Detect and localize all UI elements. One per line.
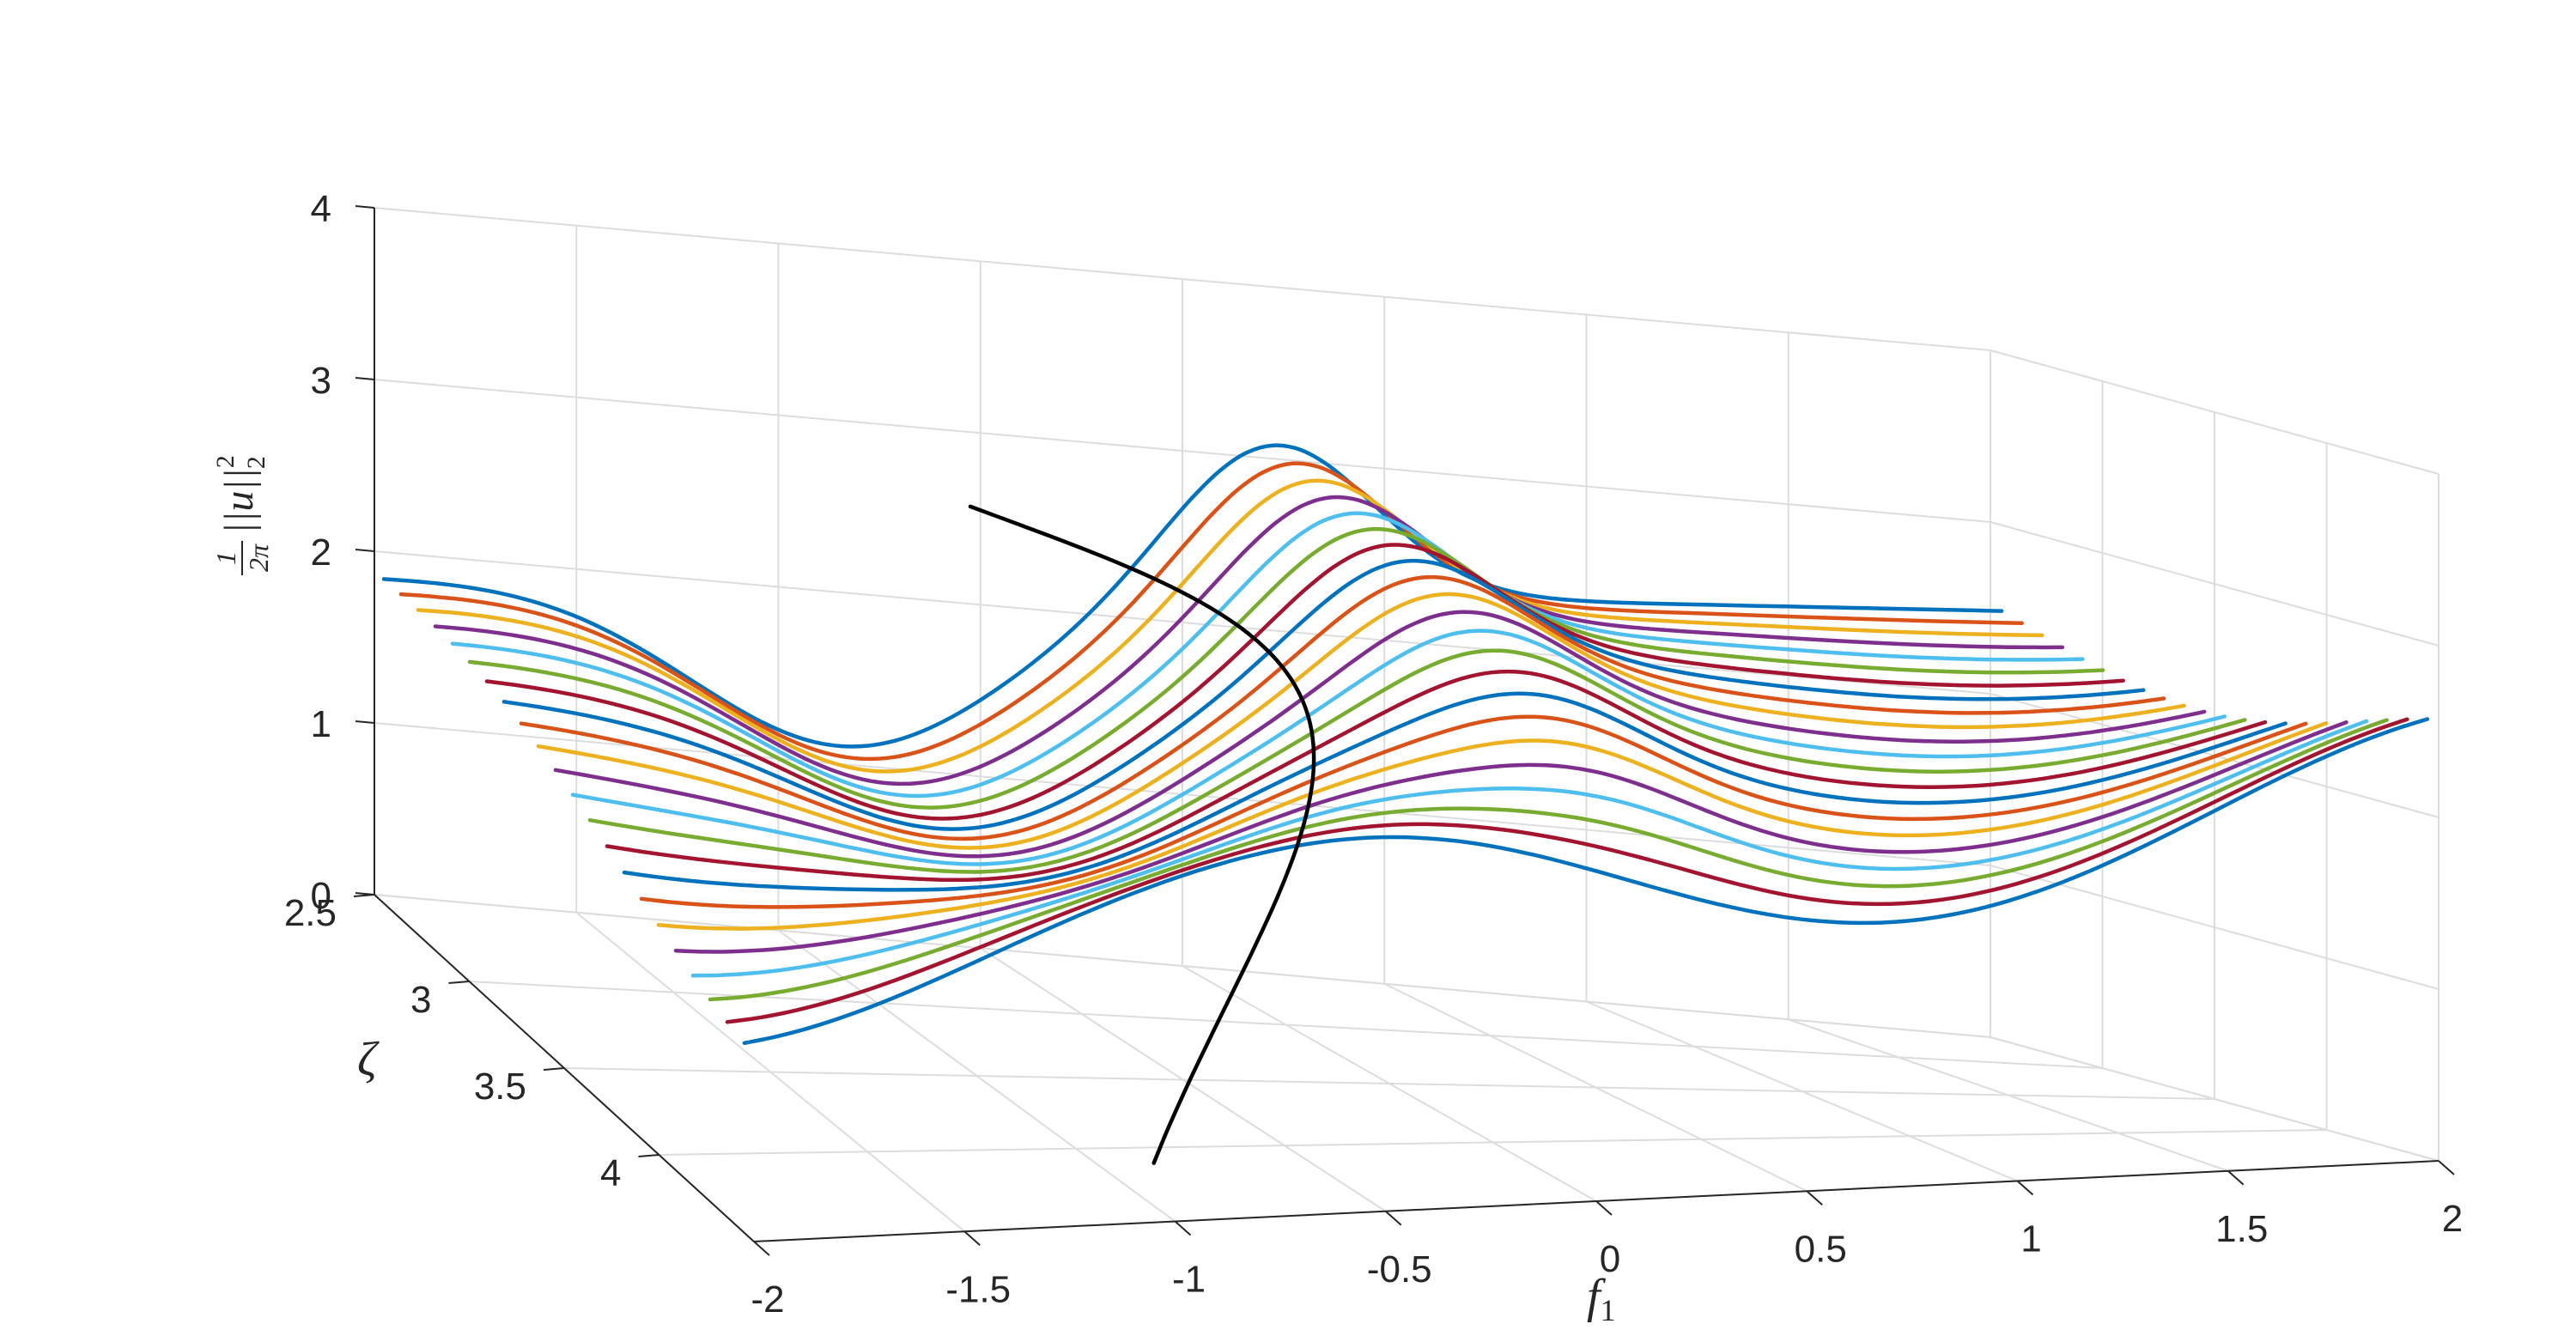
x-tick-label: 2 [2442,1198,2463,1240]
z-axis-label-sup: 2 [211,455,240,468]
level-curve [587,648,2247,874]
grid-floor-y [659,1129,2327,1156]
x-tick-label: 1.5 [2215,1208,2268,1250]
level-curve [450,511,2085,799]
z-tick-label: 2 [311,531,331,574]
x-tick-mark [2016,1180,2034,1196]
z-axis-label-numerator: 1 [210,551,241,565]
grid-floor-y [374,894,1991,1038]
z-axis-label-body: ||u||2 2 [211,455,270,534]
x-tick-mark [1806,1190,1823,1205]
y-axis-label: ζ [357,1033,380,1086]
z-tick-mark [355,720,375,724]
level-curve [673,720,2348,954]
grid-back-horizontal [374,550,1991,695]
level-curve [501,558,2146,831]
level-curve [570,629,2227,866]
x-tick-label: 0 [1600,1238,1620,1280]
level-curve [484,543,2125,821]
level-curve [656,721,2329,931]
x-tick-label: -1.5 [945,1268,1011,1310]
axis-layer [353,205,2455,1256]
grid-floor-y [563,1067,2215,1100]
x-tick-mark [1174,1220,1192,1236]
x-tick-mark [963,1230,981,1246]
x-tick-label: 1 [2020,1218,2041,1260]
x-tick-label: -0.5 [1367,1248,1432,1290]
level-curve [416,478,2044,774]
level-curve [398,461,2024,762]
level-curve [725,717,2409,1024]
z-tick-mark [355,205,375,209]
level-curve [553,610,2207,859]
z-axis-label-denominator: 2π [243,544,274,572]
grid-side-horizontal [1990,349,2439,475]
x-tick-label: 0.5 [1795,1228,1847,1270]
z-tick-mark [355,892,375,896]
level-curve [433,495,2065,786]
level-curve [622,691,2287,892]
x-tick-mark [2227,1170,2245,1186]
level-curve [519,574,2166,841]
level-curve [639,714,2308,909]
grid-side-horizontal [1990,865,2439,990]
y-tick-label: 4 [600,1152,621,1194]
z-tick-label: 1 [311,703,331,745]
z-axis-label: 1 2π ||u||2 2 [210,455,274,575]
level-curve [467,526,2105,810]
curves-layer [381,443,2430,1165]
x-tick-label: -1 [1172,1259,1206,1301]
x-axis-label-subscript: 1 [1601,1293,1616,1327]
y-tick-label: 3 [410,979,431,1021]
y-tick-mark [543,1067,565,1071]
z-tick-label: 4 [311,188,331,230]
level-curve [605,669,2268,883]
level-curve [742,717,2430,1046]
level-curve [690,719,2369,978]
z-tick-label: 0 [311,875,331,917]
grid-side-horizontal [1990,521,2439,647]
level-curve [536,592,2186,850]
level-curve [708,718,2389,1002]
tick-labels-layer: -2 -1.5 -1 -0.5 0 0.5 1 1.5 2 2.5 3 3.5 4 0 1 2 3 4 [284,188,2463,1321]
y-tick-mark [638,1154,659,1157]
z-axis-label-norm: ||u|| [216,468,262,534]
z-tick-mark [355,377,375,380]
x-tick-mark [2438,1160,2455,1175]
y-tick-label: 3.5 [474,1066,526,1108]
x-tick-mark [1385,1211,1402,1226]
grid-back-horizontal [374,379,1991,523]
x-tick-mark [753,1241,770,1256]
y-tick-mark [448,981,470,984]
z-tick-mark [355,549,375,552]
x-tick-label: -2 [750,1278,784,1321]
fold-curve [968,504,1316,1165]
z-axis-label-sub: 2 [242,456,270,469]
level-curve [381,443,2004,749]
x-tick-mark [1595,1200,1613,1216]
grid-back-horizontal [374,207,1991,351]
y-tick-label: 2.5 [284,892,337,934]
z-tick-label: 3 [311,360,331,402]
